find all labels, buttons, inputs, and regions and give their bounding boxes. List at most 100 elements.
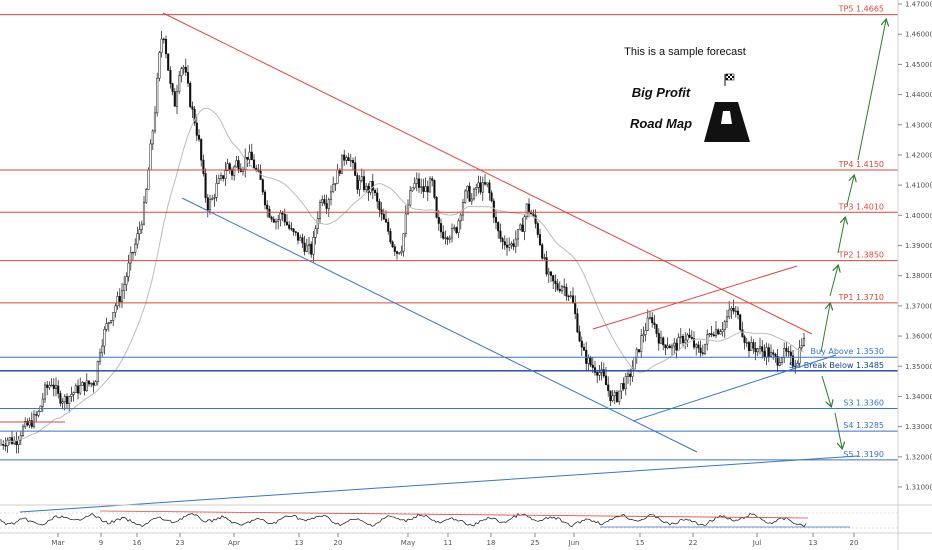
level-label: S3 1.3360 [843,399,884,408]
candle [657,328,660,351]
candle [343,149,346,166]
candle [252,154,256,169]
candle [538,228,542,247]
candle [567,294,570,302]
candle [503,235,506,250]
candle [237,156,240,174]
candle [6,437,9,453]
candle [637,349,641,354]
candle [413,177,416,190]
candle [283,208,286,226]
level-label: TP3 1.4010 [838,202,884,211]
candle [732,299,735,315]
candle [292,228,295,236]
candle [774,352,777,363]
candle [226,158,229,172]
candle [329,185,333,206]
candle [112,312,115,327]
candle [105,317,108,332]
candle [136,226,139,249]
candle [428,176,432,193]
time-tick-label: 9 [99,539,103,547]
price-tick-label: 1.36000 [905,333,932,341]
candle [475,183,478,197]
candle [466,185,469,199]
candle [796,360,799,367]
candle [186,65,190,87]
candle [527,198,531,218]
time-tick-label: Jun [568,539,580,547]
candle [351,157,355,171]
candle [679,328,682,345]
time-axis: Mar 9 16 23 Apr 13 20 May 11 18 25 Jun 15 22 Jul 13 20 [0,504,932,547]
candle [468,182,471,203]
candle [514,230,517,254]
candle [158,50,161,82]
trendline [162,12,813,335]
candle [217,174,220,185]
candle [624,372,627,396]
forecast-arrows [820,20,886,448]
candle [668,344,671,349]
candle [582,343,586,351]
time-tick-label: 20 [850,539,859,547]
candle [70,386,73,402]
candle [545,251,548,277]
candle [783,342,786,364]
candle [116,291,119,310]
candle [233,164,236,181]
trendline [632,354,837,422]
candle [83,382,86,396]
candle [345,155,348,165]
osc-trendline-red [99,510,809,519]
forecast-arrow [820,304,830,353]
candle [690,330,693,340]
candle [569,291,572,299]
time-tick-label: 18 [487,539,496,547]
candle [675,338,678,359]
candle [63,394,66,411]
candle [585,341,588,372]
candle [336,163,339,184]
candle [664,344,667,356]
candle [65,393,69,409]
candle [145,187,148,204]
candle [398,252,401,255]
candle [334,183,337,191]
candle [472,187,476,201]
candle [486,182,489,188]
candle [305,238,308,253]
candle [499,223,502,243]
price-tick-label: 1.41000 [905,182,932,190]
candle [490,190,493,203]
candle [701,344,704,356]
forecast-arrow [834,412,842,448]
candle [756,347,759,357]
candle [178,70,181,95]
level-label: S5 1.3190 [843,450,884,459]
candle [593,360,597,376]
candle [646,309,649,332]
candle [708,333,711,338]
candle [244,148,247,178]
candle [521,217,524,232]
candle [492,198,495,224]
candle [367,183,370,201]
candle [349,153,352,167]
candle [609,390,612,406]
candle [728,301,731,320]
candle [666,337,669,350]
candle [406,199,410,216]
candle [274,218,278,230]
oscillator-line [0,513,807,528]
forecast-arrow [846,176,854,206]
candle [41,392,44,413]
time-tick-label: 11 [444,539,453,547]
candle [52,378,55,397]
candle [142,196,146,226]
price-tick-label: 1.40000 [905,212,932,220]
candle [87,380,91,387]
price-tick-label: 1.38000 [905,272,932,280]
